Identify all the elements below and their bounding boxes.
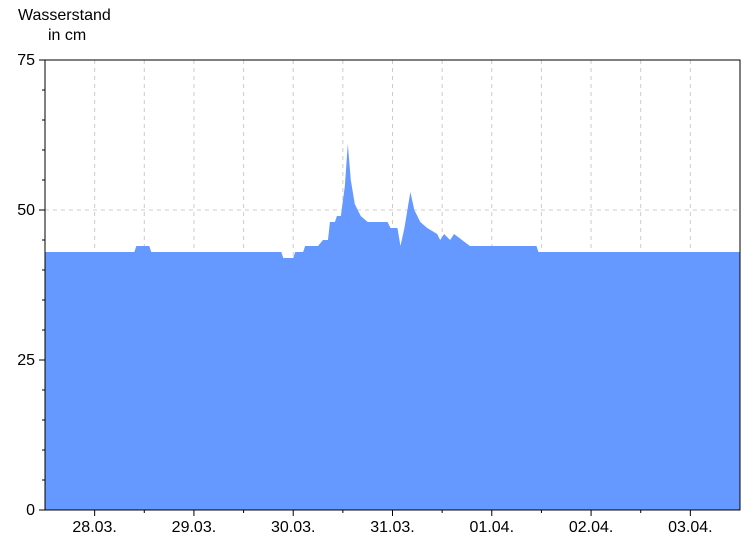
y-tick-label: 75 <box>17 52 35 69</box>
y-tick-label: 0 <box>26 502 35 519</box>
y-tick-label: 50 <box>17 202 35 219</box>
chart-svg: 0 25 50 75 28.03. 29.03. 30.03. 31.03. 01.04. 02.… <box>0 0 756 546</box>
x-tick-label: 03.04. <box>668 519 712 536</box>
x-tick-label: 29.03. <box>172 519 216 536</box>
water-level-chart: 0 25 50 75 28.03. 29.03. 30.03. 31.03. 01.04. 02.… <box>0 0 756 546</box>
x-tick-label: 31.03. <box>370 519 414 536</box>
x-tick-label: 28.03. <box>72 519 116 536</box>
y-tick-label: 25 <box>17 352 35 369</box>
x-tick-label: 02.04. <box>569 519 613 536</box>
chart-title-line1: Wasserstand <box>18 7 111 24</box>
x-tick-label: 30.03. <box>271 519 315 536</box>
x-tick-label: 01.04. <box>470 519 514 536</box>
chart-title-line2: in cm <box>48 27 86 44</box>
